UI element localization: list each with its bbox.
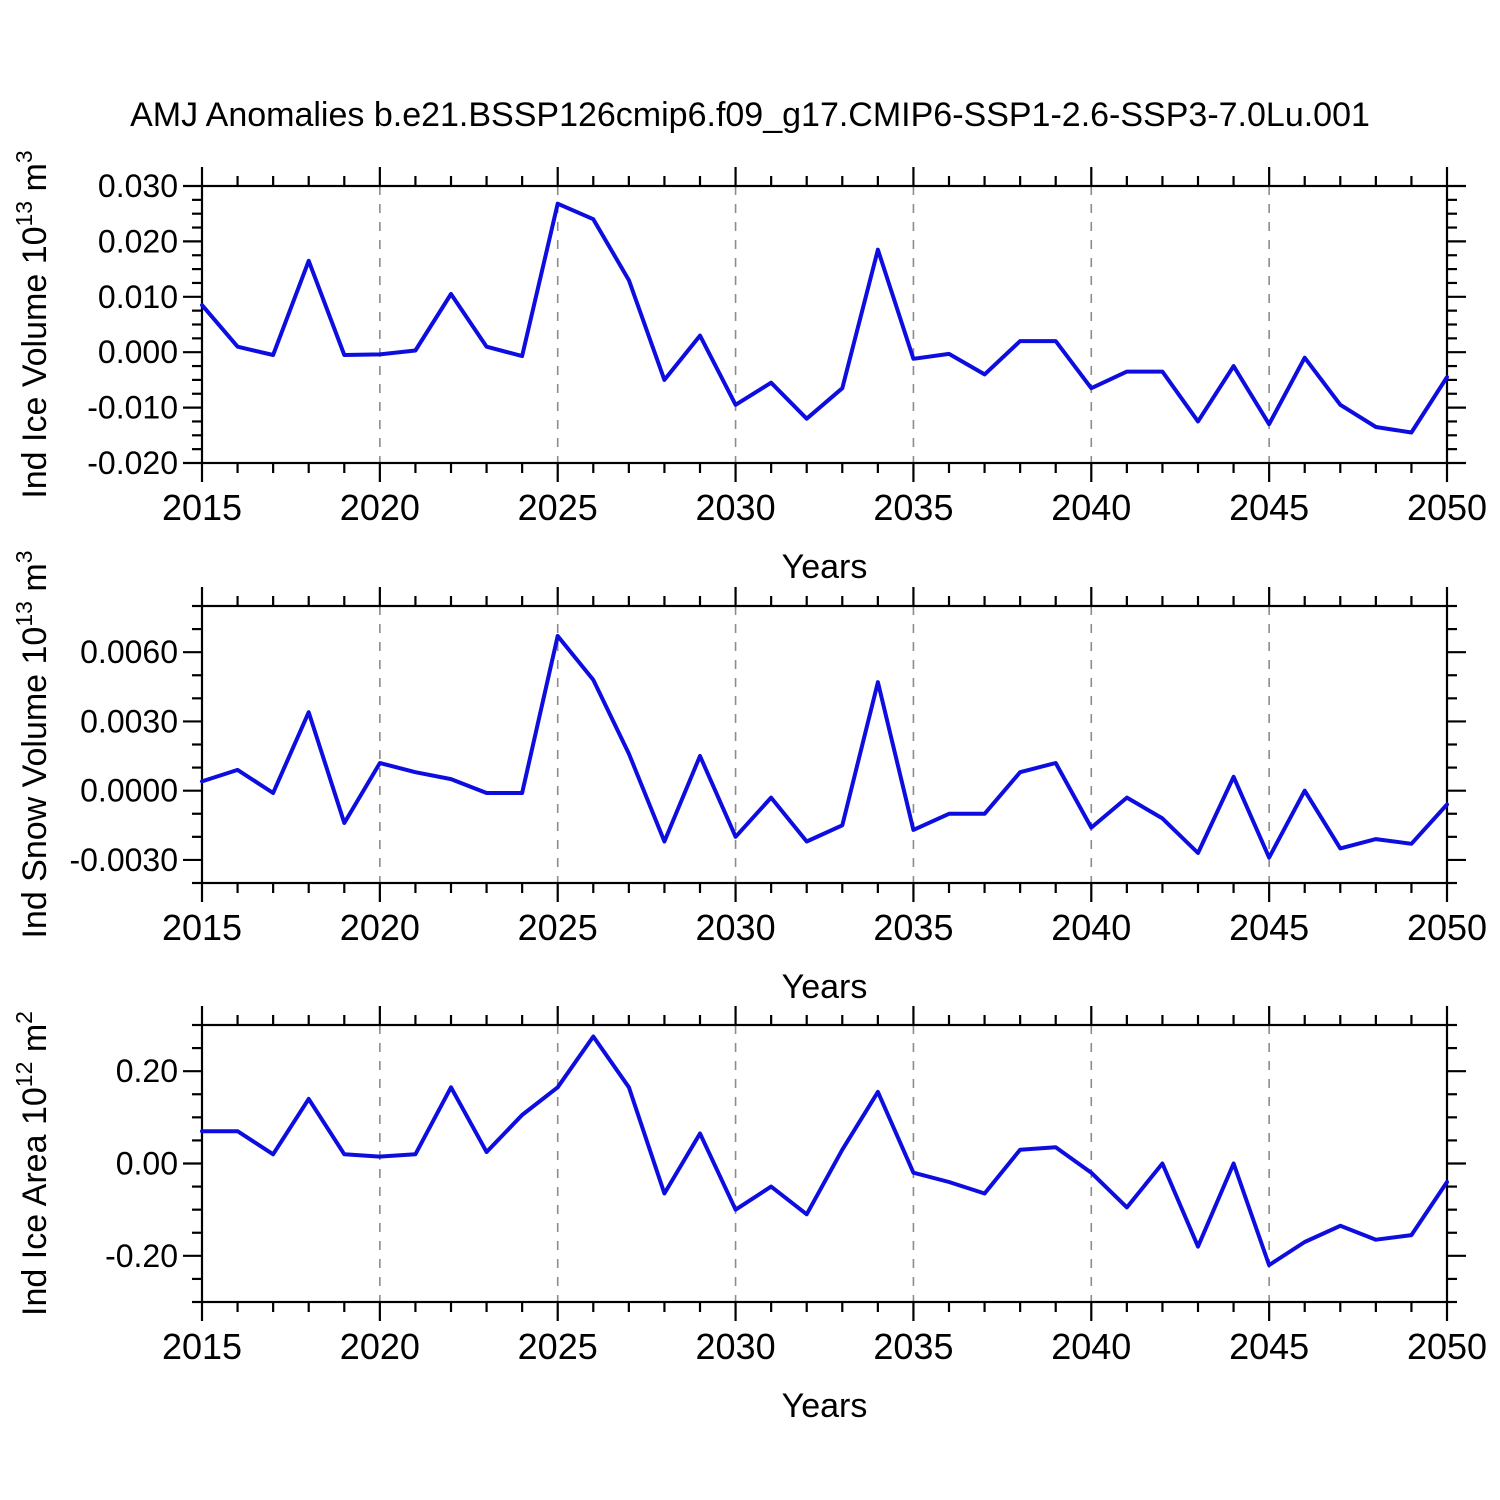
plot-frame xyxy=(200,1023,1449,1304)
x-tick-label: 2015 xyxy=(162,907,242,948)
x-tick-label: 2030 xyxy=(696,1326,776,1367)
y-tick-label: 0.0060 xyxy=(80,634,178,670)
y-tick-label: 0.20 xyxy=(116,1053,178,1089)
y-tick-labels: -0.20 0.00 0.20 xyxy=(105,1053,178,1274)
y-tick-label: 0.0030 xyxy=(80,703,178,739)
gridlines xyxy=(379,606,1270,883)
x-tick-label: 2025 xyxy=(518,487,598,528)
x-tick-label: 2025 xyxy=(518,1326,598,1367)
data-line-panel-2 xyxy=(200,634,1449,860)
x-tick-label: 2045 xyxy=(1229,1326,1309,1367)
x-axis-title: Years xyxy=(782,968,868,1006)
y-tick-label: -0.020 xyxy=(87,445,178,481)
ticks xyxy=(183,1006,1466,1321)
y-tick-label: -0.20 xyxy=(105,1238,178,1274)
x-tick-label: 2020 xyxy=(340,487,420,528)
x-tick-label: 2030 xyxy=(696,907,776,948)
x-tick-label: 2050 xyxy=(1407,907,1487,948)
x-tick-label: 2015 xyxy=(162,1326,242,1367)
y-tick-label: -0.010 xyxy=(87,390,178,426)
y-tick-labels: -0.020 -0.010 0.000 0.010 0.020 0.030 xyxy=(87,168,178,481)
x-tick-label: 2030 xyxy=(696,487,776,528)
y-axis-title: Ind Ice Volume 1013 m3 xyxy=(11,150,54,498)
x-tick-labels: 2015 2020 2025 2030 2035 2040 2045 2050 xyxy=(162,487,1487,528)
y-axis-title: Ind Ice Area 1012 m2 xyxy=(11,1011,54,1316)
panel-3: 2015 2020 2025 2030 2035 2040 2045 2050 -0.20 0.0… xyxy=(11,1006,1487,1425)
y-tick-label: 0.020 xyxy=(98,223,178,259)
x-tick-label: 2050 xyxy=(1407,1326,1487,1367)
x-tick-label: 2020 xyxy=(340,907,420,948)
panel-2: 2015 2020 2025 2030 2035 2040 2045 2050 -0.0030 0… xyxy=(11,550,1487,1006)
y-tick-label: 0.000 xyxy=(98,334,178,370)
y-tick-label: -0.0030 xyxy=(69,842,178,878)
x-tick-label: 2040 xyxy=(1051,907,1131,948)
data-line-panel-3 xyxy=(200,1034,1449,1268)
y-tick-label: 0.030 xyxy=(98,168,178,204)
x-tick-label: 2045 xyxy=(1229,907,1309,948)
x-tick-label: 2020 xyxy=(340,1326,420,1367)
x-tick-label: 2035 xyxy=(873,487,953,528)
y-axis-title: Ind Snow Volume 1013 m3 xyxy=(11,550,54,938)
x-tick-label: 2045 xyxy=(1229,487,1309,528)
data-line-panel-1 xyxy=(200,201,1449,435)
plot-frame xyxy=(200,184,1449,465)
x-tick-labels: 2015 2020 2025 2030 2035 2040 2045 2050 xyxy=(162,1326,1487,1367)
figure-title: AMJ Anomalies b.e21.BSSP126cmip6.f09_g17… xyxy=(130,96,1370,134)
ticks xyxy=(183,167,1466,482)
x-tick-labels: 2015 2020 2025 2030 2035 2040 2045 2050 xyxy=(162,907,1487,948)
x-tick-label: 2050 xyxy=(1407,487,1487,528)
x-tick-label: 2035 xyxy=(873,1326,953,1367)
x-axis-title: Years xyxy=(782,1387,868,1425)
x-tick-label: 2040 xyxy=(1051,487,1131,528)
ticks xyxy=(183,587,1466,902)
x-tick-label: 2040 xyxy=(1051,1326,1131,1367)
plot-frame xyxy=(200,604,1449,885)
x-tick-label: 2025 xyxy=(518,907,598,948)
x-tick-label: 2035 xyxy=(873,907,953,948)
x-tick-label: 2015 xyxy=(162,487,242,528)
gridlines xyxy=(379,186,1270,463)
y-tick-label: 0.0000 xyxy=(80,773,178,809)
y-tick-label: 0.00 xyxy=(116,1146,178,1182)
panel-1: 2015 2020 2025 2030 2035 2040 2045 2050-0.020-0… xyxy=(11,150,1487,586)
y-tick-labels: -0.0030 0.0000 0.0030 0.0060 xyxy=(69,634,178,878)
y-tick-label: 0.010 xyxy=(98,279,178,315)
gridlines xyxy=(379,1025,1270,1302)
x-axis-title: Years xyxy=(782,548,868,586)
